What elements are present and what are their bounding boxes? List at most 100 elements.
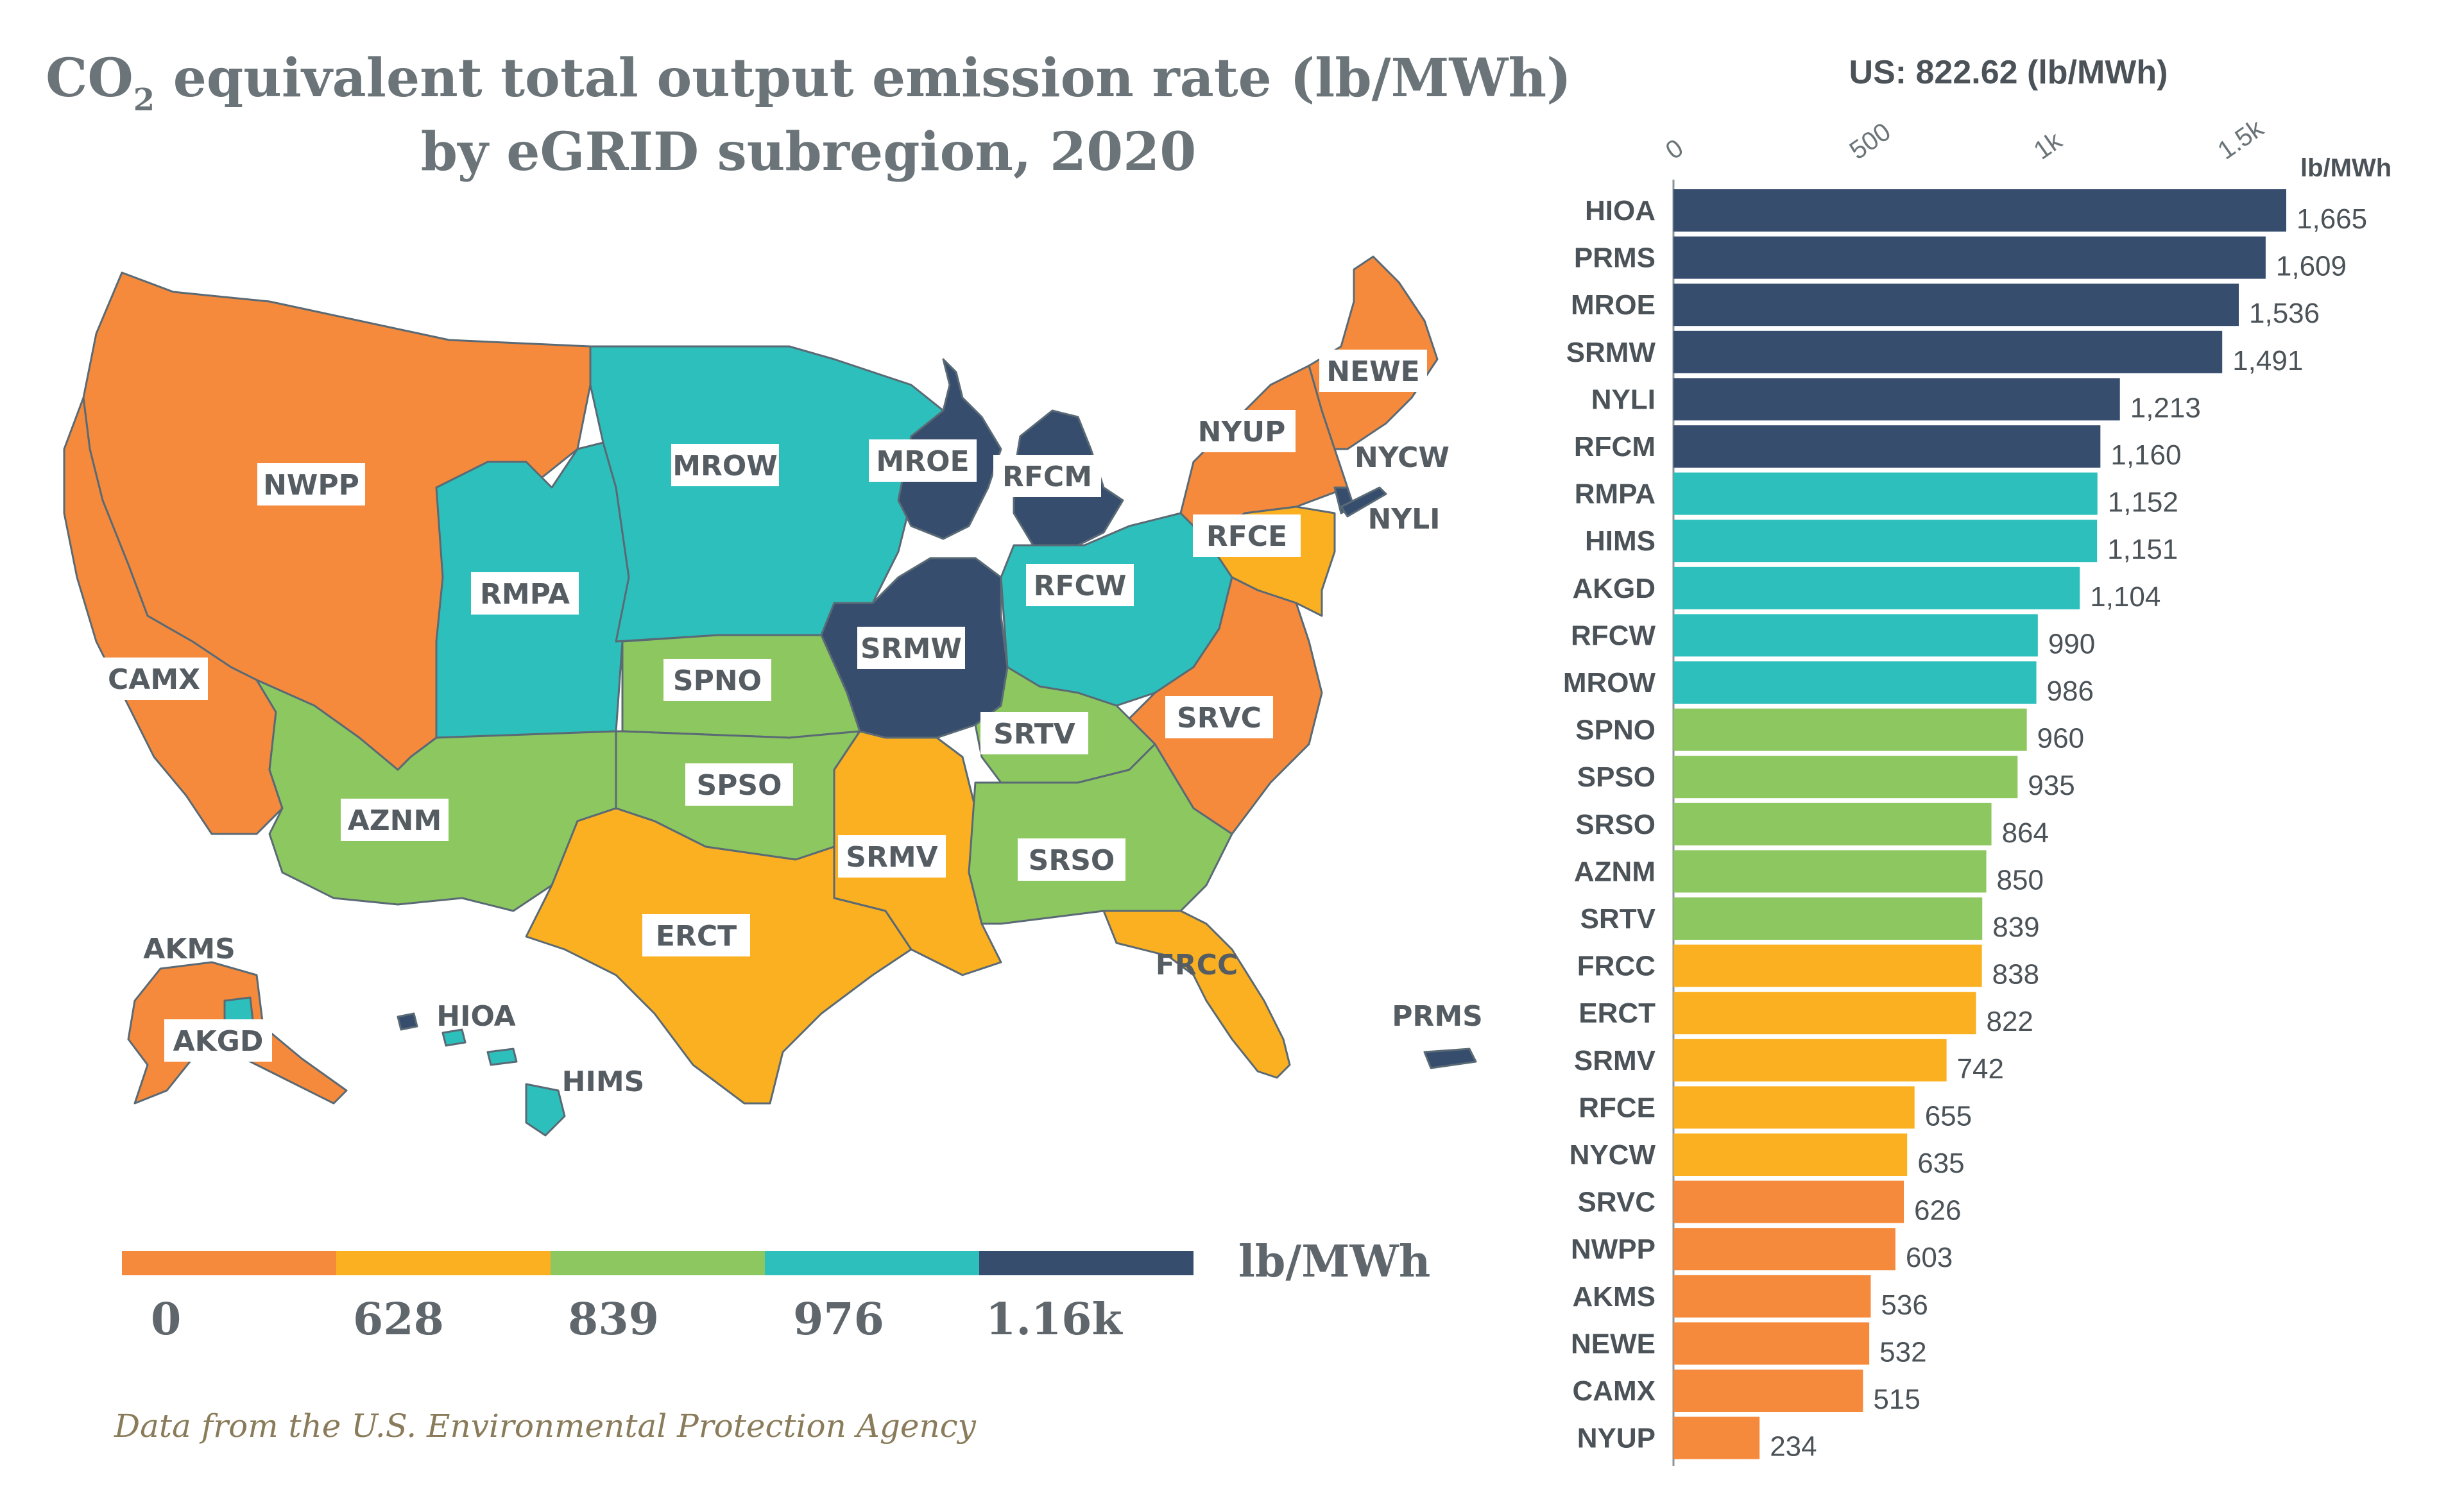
region-hioa[interactable] <box>397 1012 418 1031</box>
bar-category-label: SPNO <box>1575 715 1656 746</box>
region-hims[interactable] <box>441 1028 566 1137</box>
bar-spno[interactable] <box>1673 708 2027 751</box>
bar-hioa[interactable] <box>1673 189 2286 232</box>
map-label-akms: AKMS <box>143 933 235 965</box>
bar-nwpp[interactable] <box>1673 1228 1895 1271</box>
bar-mrow[interactable] <box>1673 661 2037 704</box>
bar-value-label: 1,151 <box>2107 534 2178 565</box>
bar-value-label: 635 <box>1917 1148 1964 1179</box>
bar-value-label: 986 <box>2047 675 2094 707</box>
map-label-srmw: SRMW <box>860 633 962 665</box>
bar-x-tick-label: 500 <box>1845 117 1896 165</box>
bar-category-label: CAMX <box>1572 1375 1656 1407</box>
bar-category-label: MROE <box>1571 289 1656 321</box>
bar-category-label: AZNM <box>1574 856 1656 887</box>
bar-srmv[interactable] <box>1673 1039 1947 1082</box>
map-label-spno: SPNO <box>673 665 762 697</box>
bar-category-label: SPSO <box>1577 761 1656 793</box>
bar-x-tick-label: 1k <box>2028 126 2067 166</box>
region-prms[interactable] <box>1423 1048 1477 1069</box>
bar-value-label: 839 <box>1992 912 2039 943</box>
legend-bin-green <box>551 1251 765 1275</box>
bar-category-label: ERCT <box>1579 998 1656 1029</box>
map-label-box <box>1319 350 1427 392</box>
bar-category-label: SRTV <box>1580 903 1656 935</box>
map-label-srso: SRSO <box>1029 844 1115 877</box>
bar-rfce[interactable] <box>1673 1086 1915 1129</box>
bar-value-label: 990 <box>2048 628 2095 659</box>
bar-category-label: AKGD <box>1572 573 1656 604</box>
map-label-box <box>671 444 779 486</box>
bar-category-label: SRMW <box>1566 337 1656 368</box>
bar-nyli[interactable] <box>1673 378 2120 421</box>
map-label-srmv: SRMV <box>846 841 937 874</box>
map-label-nycw: NYCW <box>1355 441 1450 474</box>
map-label-box <box>642 914 750 956</box>
bar-value-label: 838 <box>1992 959 2039 990</box>
bar-spso[interactable] <box>1673 756 2018 799</box>
map-label-aznm: AZNM <box>348 804 442 837</box>
bar-srso[interactable] <box>1673 802 1992 845</box>
bar-category-label: SRVC <box>1578 1187 1656 1218</box>
bar-aznm[interactable] <box>1673 850 1987 893</box>
bar-srtv[interactable] <box>1673 897 1983 940</box>
map-label-camx: CAMX <box>108 663 200 696</box>
map-label-box <box>1165 696 1273 738</box>
bar-rmpa[interactable] <box>1673 472 2098 515</box>
legend-tick-4: 1.16k <box>986 1294 1124 1345</box>
bar-value-label: 626 <box>1914 1195 1961 1227</box>
bar-rows: HIOA 1,665 PRMS 1,609 MROE 1,536 SRMW 1,491 NYLI… <box>1563 189 2367 1463</box>
bar-value-label: 864 <box>2002 817 2049 849</box>
color-legend: lb/MWh 0 628 839 976 1.16k <box>122 1236 1430 1345</box>
bar-category-label: NYLI <box>1591 384 1656 415</box>
bar-srvc[interactable] <box>1673 1180 1904 1223</box>
map-label-box <box>164 1019 272 1062</box>
map-label-rfce: RFCE <box>1206 520 1287 553</box>
map-label-box <box>980 712 1088 754</box>
legend-tick-1: 628 <box>353 1294 444 1345</box>
bar-akgd[interactable] <box>1673 566 2080 609</box>
bar-frcc[interactable] <box>1673 944 1982 987</box>
bar-x-tick-label: 0 <box>1661 134 1688 166</box>
map-label-box <box>993 455 1101 497</box>
map-label-rfcw: RFCW <box>1034 570 1127 602</box>
source-note: Data from the U.S. Environmental Protect… <box>114 1407 977 1445</box>
bar-mroe[interactable] <box>1673 284 2239 327</box>
bar-hims[interactable] <box>1673 520 2098 563</box>
bar-newe[interactable] <box>1673 1322 1870 1365</box>
bar-chart-title: US: 822.62 (lb/MWh) <box>1849 54 2168 91</box>
bar-akms[interactable] <box>1673 1275 1871 1318</box>
bar-value-label: 536 <box>1881 1289 1928 1321</box>
bar-rfcw[interactable] <box>1673 614 2038 657</box>
region-nyli[interactable] <box>1340 486 1387 518</box>
bar-x-tick-label: 1.5k <box>2212 114 2269 165</box>
bar-category-label: HIOA <box>1585 195 1656 226</box>
map-label-box <box>341 799 449 841</box>
bar-camx[interactable] <box>1673 1370 1863 1412</box>
bar-category-label: SRSO <box>1575 809 1656 840</box>
bar-srmw[interactable] <box>1673 330 2223 373</box>
map-label-box <box>838 835 946 878</box>
bar-value-label: 1,665 <box>2297 203 2367 235</box>
bar-nycw[interactable] <box>1673 1134 1908 1176</box>
region-aznm[interactable] <box>255 679 617 912</box>
legend-unit: lb/MWh <box>1238 1236 1430 1287</box>
region-frcc[interactable] <box>1102 910 1291 1079</box>
map-label-mrow: MROW <box>672 450 778 482</box>
bar-category-label: AKMS <box>1572 1281 1656 1312</box>
map-label-rfcm: RFCM <box>1002 461 1092 493</box>
bar-value-label: 1,104 <box>2090 581 2160 613</box>
map-label-frcc: FRCC <box>1156 949 1238 981</box>
bar-prms[interactable] <box>1673 236 2266 279</box>
bar-value-label: 234 <box>1770 1431 1817 1463</box>
bar-nyup[interactable] <box>1673 1416 1760 1459</box>
map-label-box <box>663 659 771 701</box>
bar-chart: US: 822.62 (lb/MWh) lb/MWh 0 500 1k 1.5k HI… <box>1563 54 2391 1466</box>
bar-erct[interactable] <box>1673 992 1976 1035</box>
bar-rfcm[interactable] <box>1673 425 2101 468</box>
legend-bin-orange <box>122 1251 336 1275</box>
bar-value-label: 1,536 <box>2249 298 2320 329</box>
bar-category-label: RFCM <box>1574 431 1656 463</box>
map-label-newe: NEWE <box>1326 355 1419 388</box>
